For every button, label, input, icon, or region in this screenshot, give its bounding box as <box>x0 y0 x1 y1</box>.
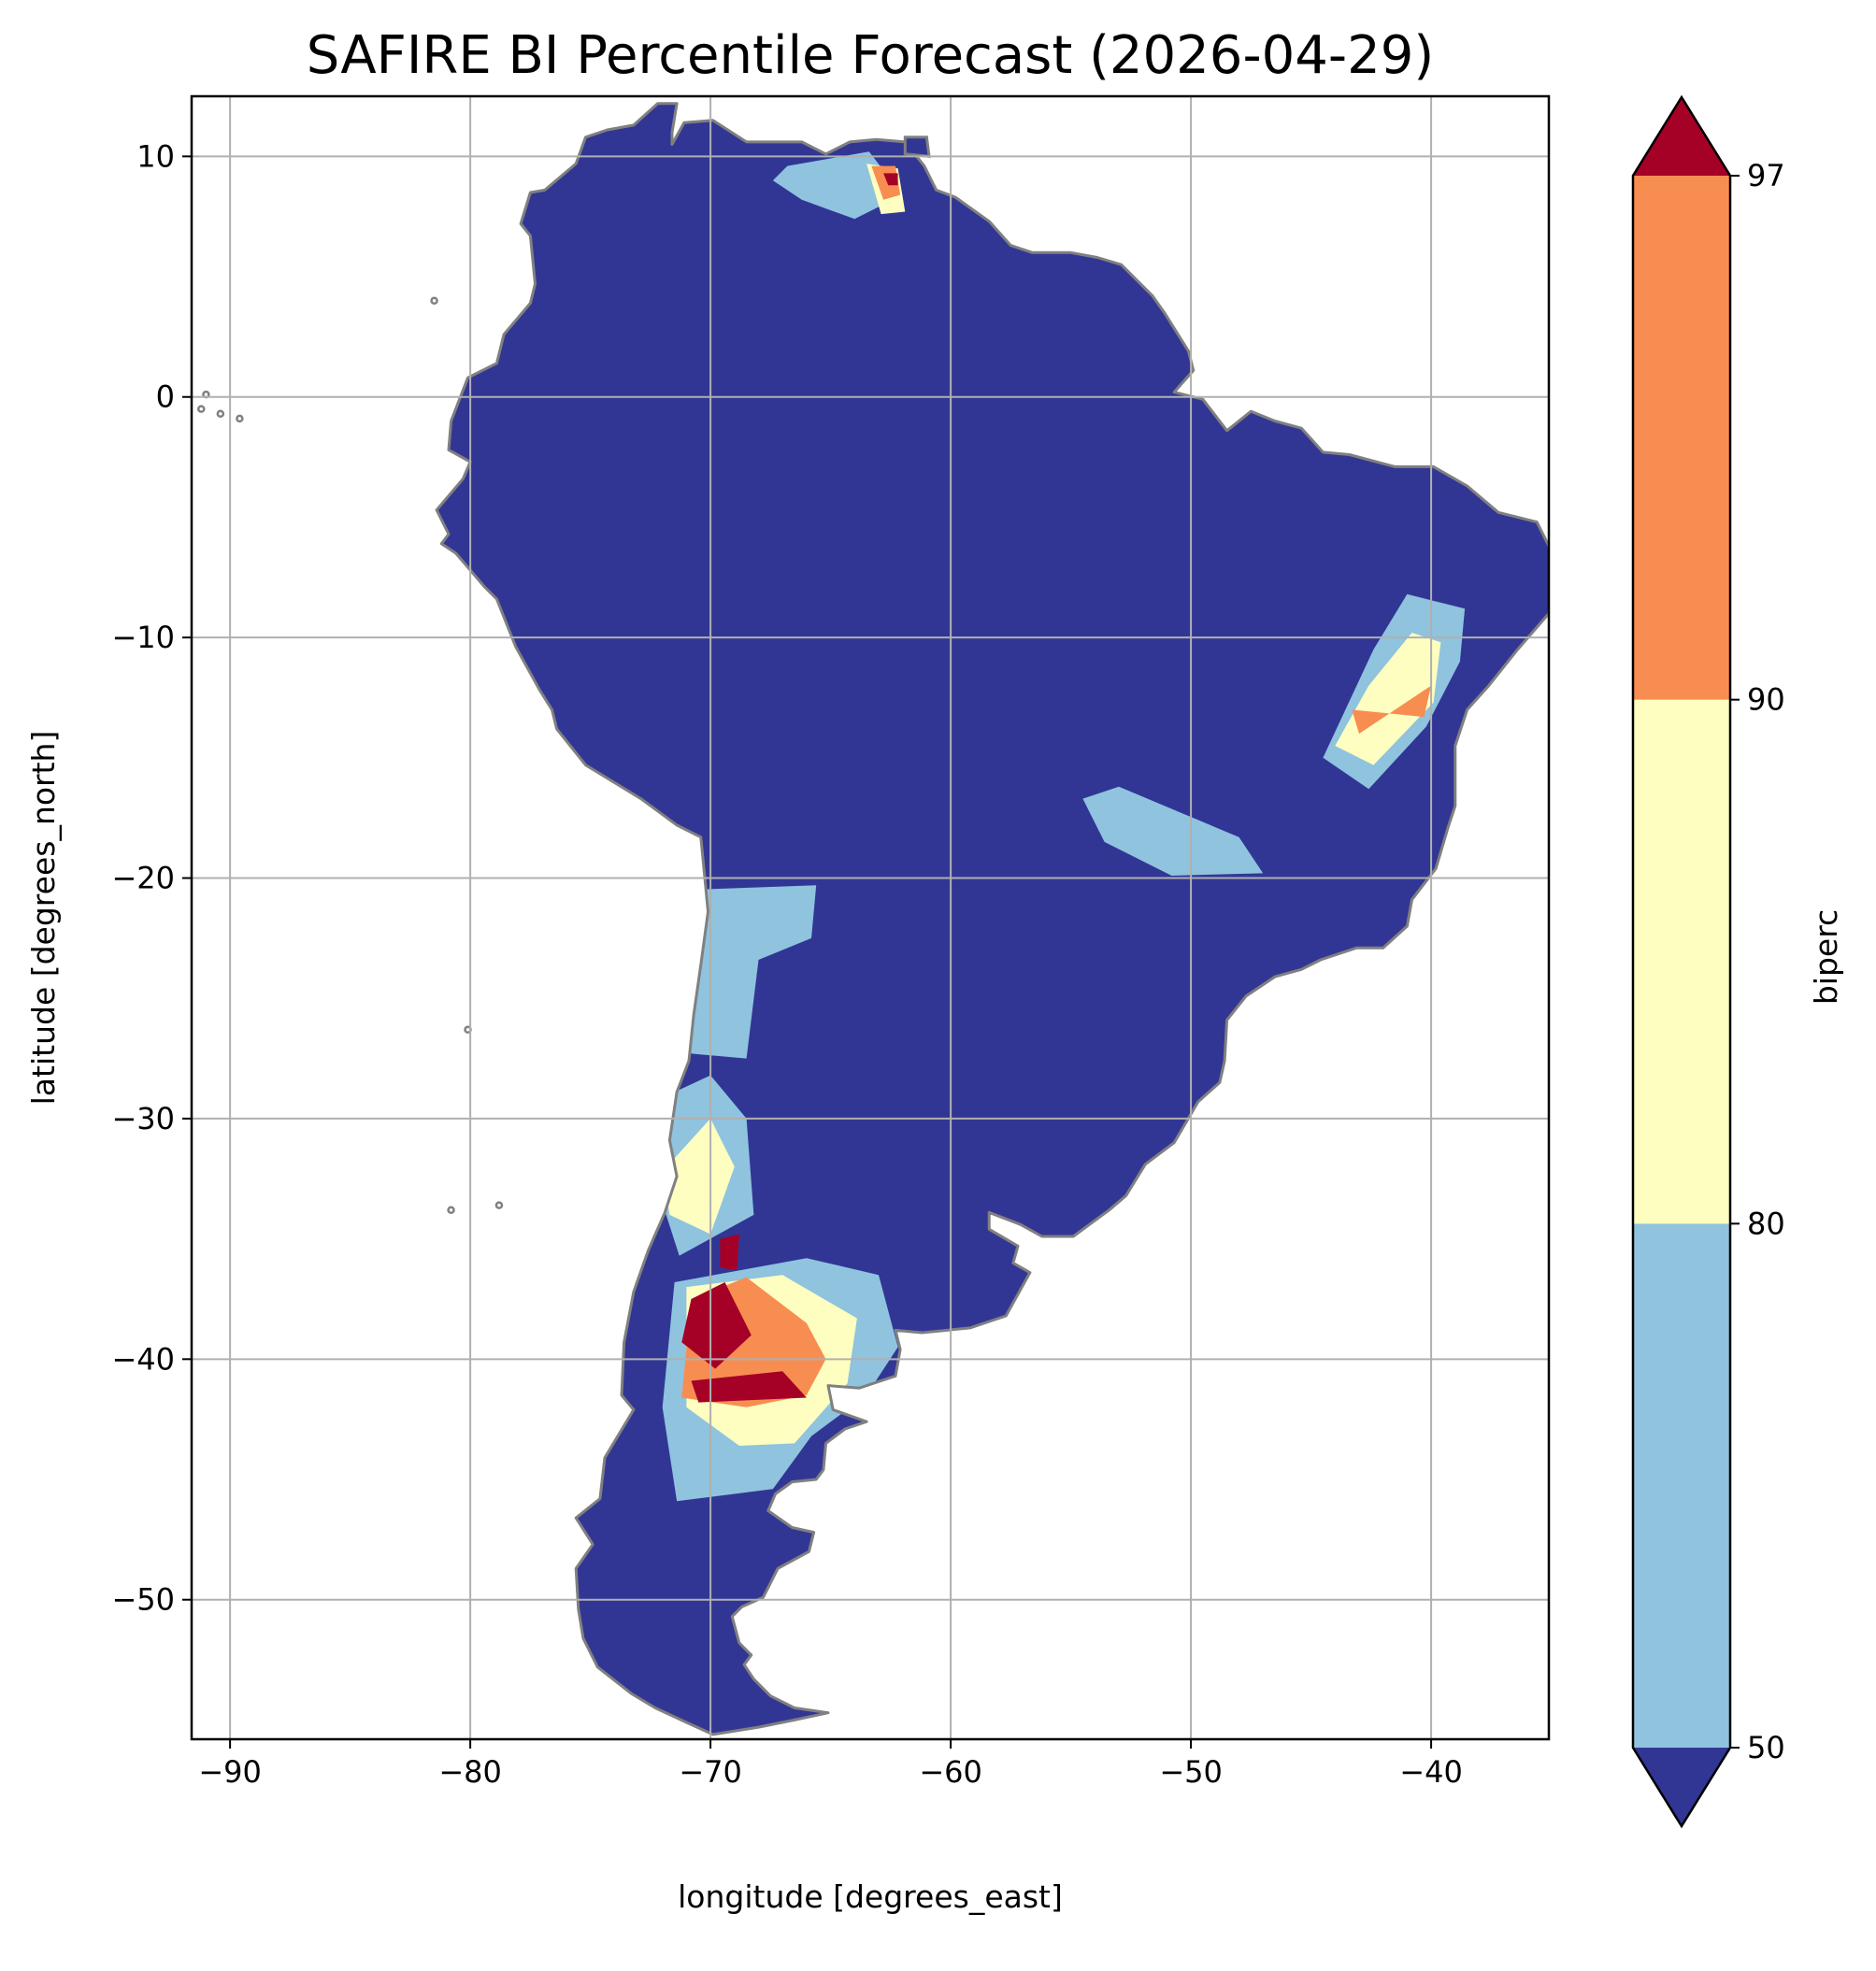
region-venezuela-hotspot-97 <box>883 173 898 186</box>
colorbar-extend-low <box>1633 1748 1730 1826</box>
y-tick-label: 10 <box>136 138 175 174</box>
galapagos-islands-point-1 <box>216 409 225 419</box>
juan-fernandez-islands-point-1 <box>447 1206 455 1214</box>
map-title: SAFIRE BI Percentile Forecast (2026-04-2… <box>307 25 1434 86</box>
x-tick-label: −40 <box>1399 1754 1463 1790</box>
malpelo-island-point-0 <box>430 296 438 306</box>
region-mendoza-97 <box>720 1234 739 1271</box>
coastline <box>435 102 1549 1736</box>
colorbar-tick-label: 50 <box>1747 1730 1785 1765</box>
x-axis-label: longitude [degrees_east] <box>678 1878 1063 1915</box>
y-tick-label: −20 <box>111 861 175 896</box>
trinidad-island <box>903 136 931 158</box>
colorbar-label: biperc <box>1808 909 1844 1005</box>
colorbar-tick-label: 90 <box>1747 682 1785 718</box>
colorbar-band <box>1633 1223 1730 1748</box>
x-tick-label: −90 <box>198 1754 262 1790</box>
colorbar-tick-label: 97 <box>1747 158 1785 193</box>
colorbar-band <box>1633 176 1730 700</box>
juan-fernandez-islands <box>447 1201 504 1214</box>
malpelo-island <box>430 296 438 306</box>
y-ticks: 10 0 −10 −20 −30 −40 −50 <box>111 138 192 1618</box>
juan-fernandez-islands-point-0 <box>494 1201 504 1209</box>
y-tick-label: −30 <box>111 1101 175 1136</box>
colorbar: 50 80 90 97 <box>1631 94 1785 1829</box>
x-tick-label: −70 <box>679 1754 742 1790</box>
region-brazil-centre-west <box>1082 786 1264 876</box>
colorbar-extend-high <box>1633 97 1730 176</box>
region-andes-upper <box>681 885 817 1059</box>
region-patagonia-97 <box>681 1282 752 1369</box>
x-tick-label: −50 <box>1159 1754 1223 1790</box>
colorbar-tick-label: 80 <box>1747 1206 1785 1241</box>
y-tick-label: −10 <box>111 620 175 655</box>
y-tick-label: −40 <box>111 1341 175 1377</box>
borders-layer <box>435 102 1549 1736</box>
axes-frame <box>190 94 1551 1741</box>
y-tick-label: 0 <box>156 379 175 415</box>
x-tick-label: −60 <box>919 1754 982 1790</box>
region-central-chile-80-90 <box>662 1118 735 1235</box>
galapagos-islands-point-0 <box>197 405 206 413</box>
x-tick-label: −80 <box>438 1754 502 1790</box>
colorbar-band <box>1633 699 1730 1224</box>
y-tick-label: −50 <box>111 1582 175 1618</box>
grid-layer <box>192 96 1549 1739</box>
region-patagonia-97-south <box>691 1371 807 1403</box>
galapagos-islands-point-2 <box>236 414 244 423</box>
region-brazil-northeast-90-97 <box>1352 685 1432 735</box>
y-axis-label: latitude [degrees_north] <box>25 731 62 1106</box>
x-ticks: −90 −80 −70 −60 −50 −40 <box>198 1739 1463 1790</box>
